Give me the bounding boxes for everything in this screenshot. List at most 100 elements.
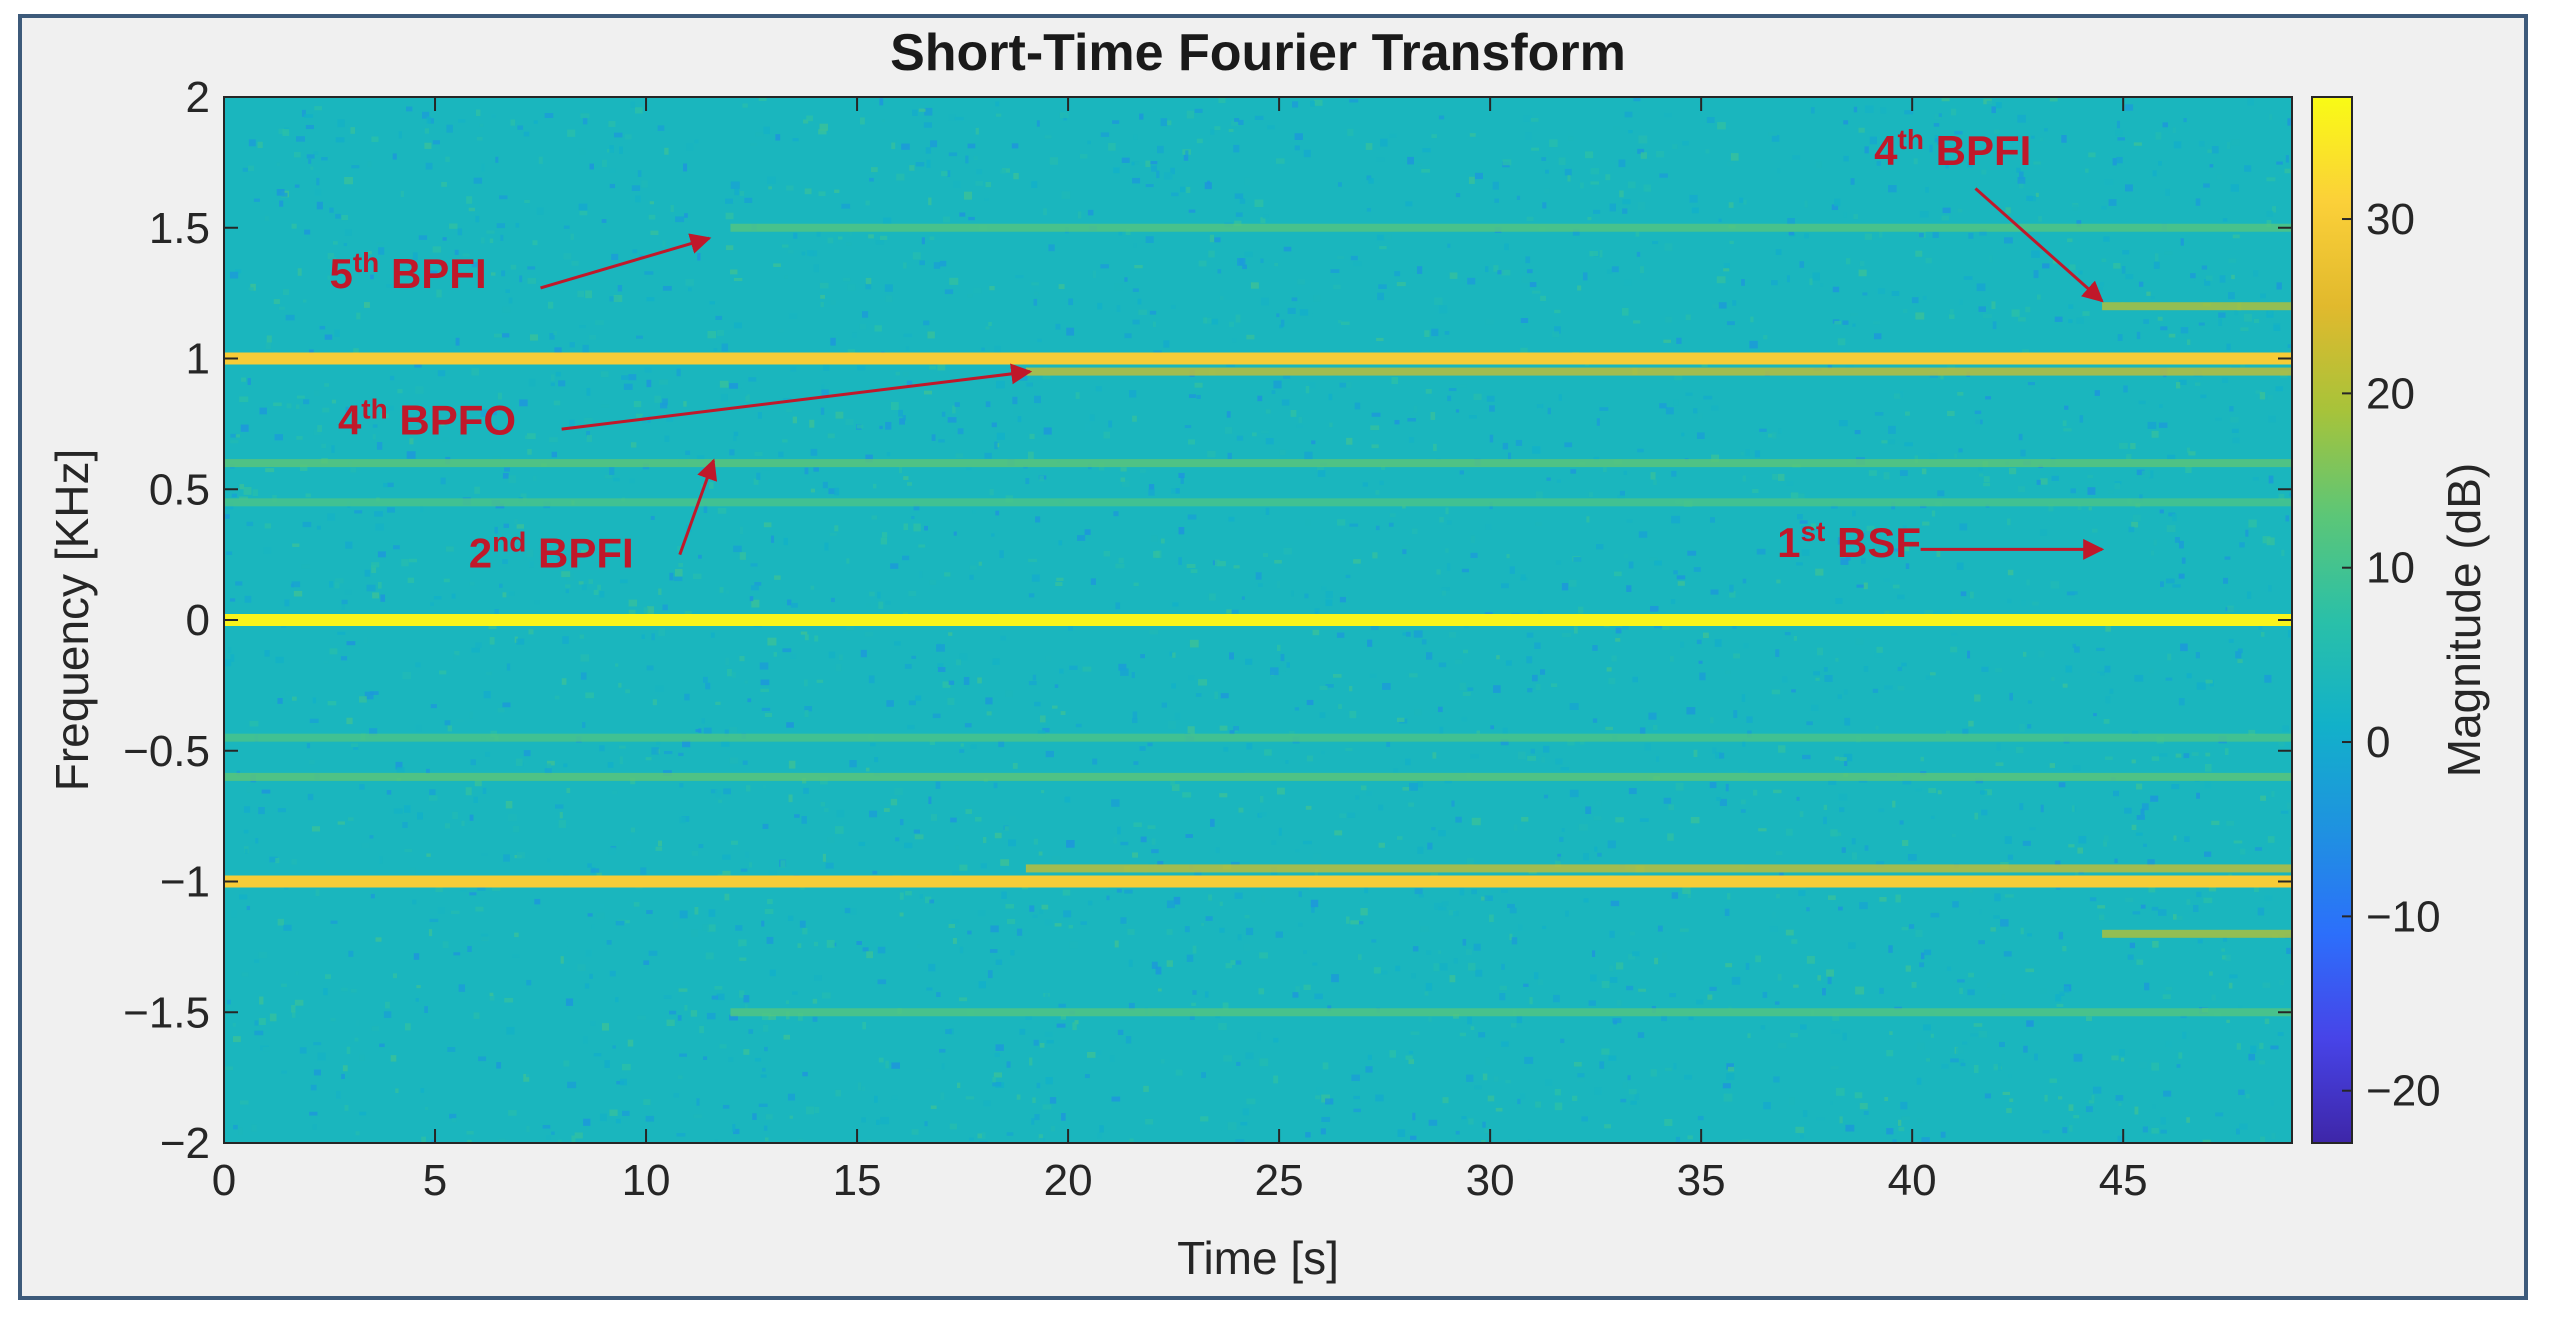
noise-speck: [789, 653, 797, 659]
noise-speck: [1187, 514, 1197, 520]
noise-speck: [386, 283, 394, 288]
noise-speck: [2048, 504, 2054, 512]
noise-speck: [1031, 282, 1039, 286]
noise-speck: [1056, 577, 1064, 582]
noise-speck: [542, 1124, 551, 1129]
noise-speck: [409, 438, 414, 445]
noise-speck: [2120, 1057, 2125, 1062]
noise-speck: [1901, 926, 1909, 931]
noise-speck: [466, 196, 473, 204]
noise-speck: [1973, 1064, 1979, 1073]
noise-speck: [1671, 515, 1681, 524]
noise-speck: [1379, 480, 1384, 486]
noise-speck: [1664, 1067, 1672, 1071]
noise-speck: [2039, 987, 2048, 995]
noise-speck: [510, 264, 517, 270]
noise-speck: [1337, 255, 1345, 260]
noise-speck: [797, 1013, 803, 1021]
noise-speck: [969, 565, 977, 570]
noise-speck: [1877, 288, 1886, 295]
noise-speck: [2136, 959, 2144, 965]
noise-speck: [613, 132, 623, 138]
noise-speck: [862, 1021, 867, 1030]
noise-speck: [1489, 405, 1495, 412]
noise-speck: [1129, 1138, 1134, 1142]
noise-speck: [1310, 899, 1319, 908]
noise-speck: [2018, 433, 2023, 441]
noise-speck: [2029, 827, 2036, 831]
noise-speck: [250, 283, 256, 291]
noise-speck: [497, 708, 505, 713]
noise-speck: [1959, 987, 1963, 995]
noise-speck: [825, 862, 834, 869]
noise-speck: [1017, 416, 1022, 423]
noise-speck: [1813, 671, 1820, 676]
noise-speck: [1294, 849, 1300, 853]
noise-speck: [1192, 945, 1197, 954]
noise-speck: [1058, 284, 1065, 290]
noise-speck: [1325, 599, 1333, 607]
noise-speck: [1375, 490, 1380, 495]
noise-speck: [1771, 431, 1777, 440]
noise-speck: [1487, 1095, 1495, 1102]
noise-speck: [2248, 729, 2256, 736]
noise-speck: [1988, 255, 1993, 263]
noise-speck: [2278, 741, 2285, 747]
noise-speck: [444, 823, 451, 829]
noise-speck: [1784, 632, 1791, 636]
noise-speck: [1915, 250, 1923, 257]
noise-speck: [2114, 480, 2122, 485]
noise-speck: [828, 488, 836, 495]
noise-speck: [1856, 1003, 1863, 1012]
noise-speck: [761, 707, 771, 711]
noise-speck: [1743, 199, 1747, 205]
noise-speck: [722, 1104, 730, 1109]
noise-speck: [1334, 830, 1343, 836]
noise-speck: [1570, 469, 1577, 474]
noise-speck: [1234, 892, 1243, 899]
noise-speck: [1957, 391, 1964, 396]
noise-speck: [1089, 414, 1095, 422]
noise-speck: [1233, 726, 1239, 731]
noise-speck: [1509, 566, 1515, 574]
noise-speck: [1749, 474, 1759, 478]
noise-speck: [2003, 951, 2012, 957]
noise-speck: [1233, 144, 1240, 153]
noise-speck: [1033, 291, 1039, 297]
noise-speck: [1801, 549, 1810, 556]
noise-speck: [503, 467, 510, 472]
noise-speck: [2039, 529, 2048, 536]
noise-speck: [601, 159, 607, 168]
noise-speck: [994, 1052, 1000, 1058]
noise-speck: [1638, 135, 1648, 144]
noise-speck: [818, 191, 826, 196]
noise-speck: [281, 1070, 288, 1074]
noise-speck: [506, 663, 511, 671]
noise-speck: [1056, 1023, 1066, 1028]
noise-speck: [2150, 795, 2159, 802]
noise-speck: [1315, 1095, 1321, 1100]
noise-speck: [584, 983, 590, 989]
noise-speck: [705, 952, 714, 960]
noise-speck: [2240, 327, 2249, 332]
noise-speck: [1915, 312, 1925, 320]
noise-speck: [2091, 1094, 2095, 1100]
noise-speck: [1405, 1055, 1413, 1060]
noise-speck: [818, 129, 827, 135]
noise-speck: [621, 1063, 631, 1071]
noise-speck: [334, 329, 340, 338]
noise-speck: [526, 1125, 530, 1133]
noise-speck: [328, 581, 334, 588]
noise-speck: [1934, 138, 1940, 142]
noise-speck: [1408, 436, 1415, 443]
noise-speck: [1753, 789, 1758, 796]
noise-speck: [1292, 992, 1299, 998]
noise-speck: [258, 806, 265, 815]
noise-speck: [1843, 155, 1849, 162]
noise-speck: [1554, 1089, 1561, 1096]
noise-speck: [974, 816, 982, 822]
noise-speck: [2150, 550, 2155, 556]
noise-speck: [2269, 114, 2273, 120]
noise-speck: [570, 233, 574, 240]
noise-speck: [1799, 1134, 1805, 1139]
